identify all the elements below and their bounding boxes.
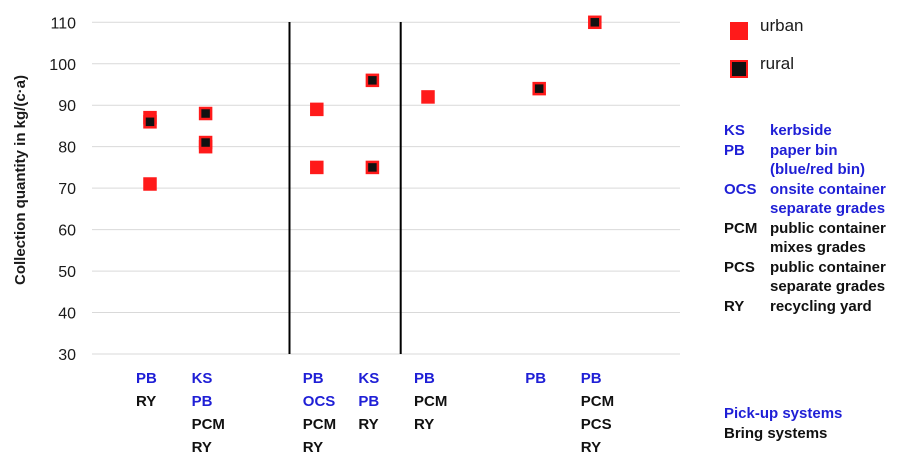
rural-marker-icon [732,62,746,76]
category-label: PCM [192,416,225,433]
rural-point [198,106,213,121]
y-tick-label: 90 [58,98,76,115]
rural-point [365,73,380,88]
category-label: RY [581,439,601,456]
category-label: PB [581,370,602,387]
abbreviation-code: PCM [724,219,758,237]
abbreviation-code: RY [724,297,745,315]
gridlines [92,21,680,355]
category-label: OCS [303,393,336,410]
abbreviation-description: recycling yard [770,297,872,315]
rural-point [365,160,380,175]
abbreviation-code [724,238,770,258]
legend-label-rural: rural [760,54,795,73]
abbreviation-code [724,160,770,180]
category-label: RY [192,439,212,456]
y-tick-label: 110 [50,15,76,32]
category-label: KS [358,370,379,387]
y-axis-ticks: 30 40 50 60 70 80 90 100 110 [49,15,76,364]
abbreviation-code: KS [724,122,745,139]
rural-point [198,135,213,150]
category-label: PB [303,370,324,387]
abbreviation-row: KS kerbside [724,121,918,141]
abbreviation-code: PCS [724,258,755,276]
y-tick-label: 40 [58,306,76,323]
abbreviation-row: separate grades [724,277,918,297]
abbreviation-key: KS kerbside PB paper bin (blue/red bin) OCS on… [724,121,918,316]
pickup-systems-label: Pick-up systems [724,405,843,422]
legend-item-urban: urban [708,16,918,54]
group-dividers [288,22,402,354]
abbreviation-row: separate grades [724,199,918,219]
legend-label-urban: urban [760,16,804,35]
category-label: PCM [581,393,614,410]
abbreviation-description: onsite container [770,180,886,198]
abbreviation-row: RY recycling yard [724,297,918,317]
abbreviation-description: separate grades [770,278,886,295]
abbreviation-code: PB [724,141,745,159]
y-axis-label: Collection quantity in kg/(c·a) [12,75,29,285]
category-label: PB [525,370,546,387]
category-label: RY [303,439,323,456]
legend: urban rural [708,16,918,92]
abbreviation-row: mixes grades [724,238,918,258]
y-tick-label: 50 [58,264,76,281]
category-label: KS [192,370,213,387]
bring-systems-label: Bring systems [724,424,828,442]
y-tick-label: 70 [58,181,76,198]
y-tick-label: 30 [58,347,76,364]
abbreviation-row: PCM public container [724,219,918,239]
urban-point [310,102,324,117]
category-labels: PB RY KS PB PCM RY PB OCS PCM RY KS PB RY PB PCM RY PB PB… [136,370,614,456]
category-label: PB [136,370,157,387]
y-tick-label: 60 [58,223,76,240]
category-label: PB [358,393,379,410]
abbreviation-description: mixes grades [770,239,866,256]
abbreviation-description: public container [770,258,886,276]
category-label: PCM [414,393,447,410]
scatter-chart: 30 40 50 60 70 80 90 100 110 Collection quantity… [12,15,680,456]
abbreviation-row: OCS onsite container [724,180,918,200]
category-label: RY [414,416,434,433]
abbreviation-description: kerbside [770,122,832,139]
abbreviation-code: OCS [724,180,757,198]
abbreviation-row: PB paper bin [724,141,918,161]
abbreviation-description: separate grades [770,200,886,217]
category-label: PCM [303,416,336,433]
category-label: PB [414,370,435,387]
abbreviation-code [724,277,770,297]
category-label: PCS [581,416,612,433]
rural-point [143,115,157,129]
system-type-key: Pick-up systems Bring systems [724,404,842,443]
abbreviation-description: public container [770,219,886,237]
abbreviation-row: PCS public container [724,258,918,278]
rural-point [532,81,546,96]
rural-point [588,15,602,30]
legend-item-rural: rural [708,54,918,92]
urban-point [421,90,435,104]
abbreviation-description: (blue/red bin) [770,161,865,178]
category-label: PB [192,393,213,410]
data-points [143,15,602,191]
y-tick-label: 80 [58,140,76,157]
abbreviation-code [724,199,770,219]
urban-marker-icon [732,24,746,38]
category-label: RY [358,416,378,433]
abbreviation-row: (blue/red bin) [724,160,918,180]
urban-point [310,160,324,175]
y-tick-label: 100 [49,57,76,74]
urban-point [143,177,157,191]
category-label: RY [136,393,156,410]
abbreviation-description: paper bin [770,141,838,159]
